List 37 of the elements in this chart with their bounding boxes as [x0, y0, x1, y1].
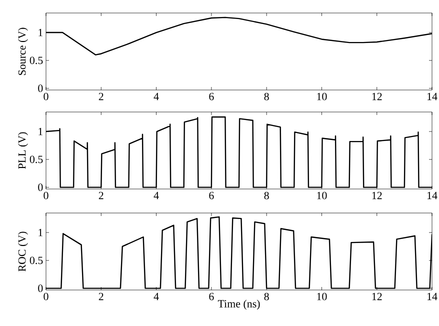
x-tick-label: 14: [428, 192, 438, 200]
x-tick-label: 8: [264, 192, 269, 200]
x-tick-label: 10: [317, 192, 327, 200]
x-tick-label: 14: [428, 92, 438, 100]
y-axis-title: PLL (V): [18, 132, 28, 169]
x-tick-label: 8: [264, 92, 269, 100]
x-tick-label: 4: [154, 192, 159, 200]
y-tick-label: 1: [38, 128, 42, 136]
x-tick-label: 6: [209, 92, 214, 100]
x-tick-label: 0: [44, 92, 48, 100]
x-axis-title: Time (ns): [218, 300, 260, 310]
x-tick-label: 4: [154, 92, 159, 100]
x-tick-label: 6: [209, 192, 214, 200]
x-tick-label: 0: [44, 192, 48, 200]
x-tick-label: 12: [372, 192, 382, 200]
y-tick-label: 1: [38, 228, 42, 236]
x-tick-label: 2: [98, 292, 104, 300]
x-tick-label: 0: [44, 292, 48, 300]
x-tick-label: 12: [372, 92, 382, 100]
x-tick-label: 2: [98, 192, 104, 200]
y-tick-label: 0.5: [30, 156, 43, 164]
x-tick-label: 4: [154, 292, 159, 300]
x-tick-label: 2: [98, 92, 104, 100]
x-tick-label: 10: [317, 292, 327, 300]
x-tick-label: 14: [428, 292, 438, 300]
y-tick-label: 0: [38, 184, 43, 192]
y-tick-label: 0.5: [30, 256, 43, 264]
y-tick-label: 0: [38, 284, 43, 292]
x-tick-label: 10: [317, 92, 327, 100]
y-tick-label: 0.5: [30, 56, 43, 64]
y-axis-title: ROC (V): [18, 232, 28, 272]
x-tick-label: 8: [264, 292, 269, 300]
y-axis-title: Source (V): [18, 28, 28, 75]
x-tick-label: 6: [209, 292, 214, 300]
y-tick-label: 0: [38, 84, 43, 92]
y-tick-label: 1: [38, 28, 42, 36]
x-tick-label: 12: [372, 292, 382, 300]
